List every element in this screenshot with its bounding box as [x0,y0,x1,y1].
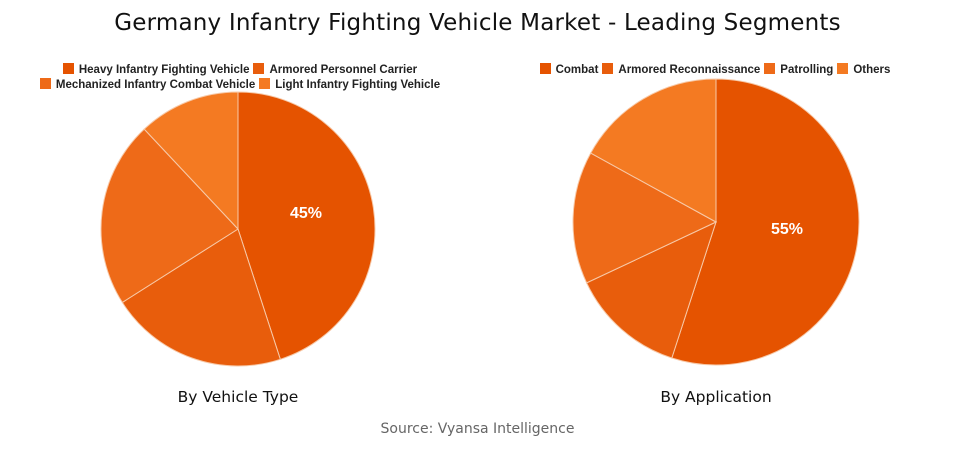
legend-label: Others [853,64,891,76]
legend-swatch [253,63,265,74]
subtitle-application: By Application [660,388,772,406]
legend-item: Others [837,63,890,78]
data-label: 45% [290,205,322,222]
data-label: 55% [771,221,803,238]
legend-item: Armored Personnel Carrier [253,63,417,78]
legend-swatch [259,78,271,89]
legend-item: Light Infantry Fighting Vehicle [259,78,440,93]
legend-label: Heavy Infantry Fighting Vehicle [78,64,250,76]
legend-swatch [539,63,551,74]
legend-swatch [837,63,849,74]
legend-label: Patrolling [780,64,834,76]
legend-swatch [764,63,776,74]
legend-item: Heavy Infantry Fighting Vehicle [62,63,250,78]
legend-vehicle-type: Heavy Infantry Fighting Vehicle Armored P… [30,63,450,93]
legend-item: Mechanized Infantry Combat Vehicle [39,78,256,93]
pie-slice [572,152,718,284]
legend-item: Combat [539,63,599,78]
chart-title: Germany Infantry Fighting Vehicle Market… [114,10,841,36]
pie-slice [585,221,717,359]
pie-slice [121,228,281,367]
legend-label: Mechanized Infantry Combat Vehicle [55,79,256,91]
legend-swatch [602,63,614,74]
pie-slice [237,91,376,360]
legend-item: Patrolling [764,63,833,78]
source-note: Source: Vyansa Intelligence [380,421,575,437]
legend-swatch [62,63,74,74]
legend-item: Armored Reconnaissance [602,63,760,78]
pie-slice [590,78,717,223]
legend-application: Combat Armored Reconnaissance Patrolling Ot… [520,63,910,78]
pie-slice [100,128,239,304]
pie-slice [671,78,860,366]
legend-label: Armored Personnel Carrier [269,64,418,76]
legend-label: Combat [555,64,599,76]
pie-slice [143,91,239,231]
legend-label: Light Infantry Fighting Vehicle [275,79,441,91]
subtitle-vehicle-type: By Vehicle Type [177,388,299,406]
legend-label: Armored Reconnaissance [618,64,761,76]
legend-swatch [39,78,51,89]
